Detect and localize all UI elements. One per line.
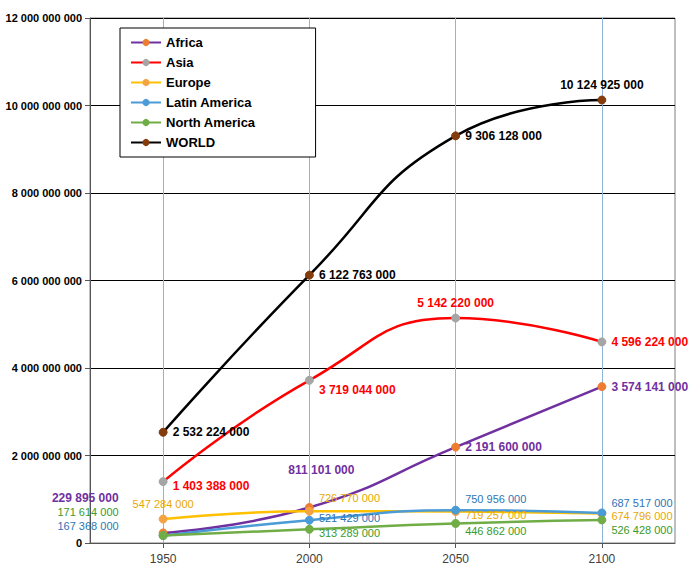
svg-text:674 796 000: 674 796 000: [611, 510, 672, 522]
svg-text:Africa: Africa: [166, 35, 204, 50]
svg-text:167 368 000: 167 368 000: [57, 520, 118, 532]
svg-text:2000: 2000: [296, 552, 323, 566]
svg-text:WORLD: WORLD: [166, 135, 215, 150]
svg-text:6 000 000 000: 6 000 000 000: [12, 275, 82, 287]
svg-text:719 257 000: 719 257 000: [465, 509, 526, 521]
svg-text:5 142 220 000: 5 142 220 000: [417, 296, 494, 310]
svg-text:4 000 000 000: 4 000 000 000: [12, 362, 82, 374]
svg-text:10 124 925 000: 10 124 925 000: [560, 78, 644, 92]
svg-text:547 284 000: 547 284 000: [133, 498, 194, 510]
svg-text:1 403 388 000: 1 403 388 000: [173, 479, 250, 493]
svg-text:Latin America: Latin America: [166, 95, 252, 110]
svg-text:9 306 128 000: 9 306 128 000: [465, 129, 542, 143]
svg-text:446 862 000: 446 862 000: [465, 525, 526, 537]
svg-text:North America: North America: [166, 115, 256, 130]
svg-text:Asia: Asia: [166, 55, 194, 70]
svg-text:750 956 000: 750 956 000: [465, 493, 526, 505]
svg-text:4 596 224 000: 4 596 224 000: [611, 335, 688, 349]
svg-text:313 289 000: 313 289 000: [319, 527, 380, 539]
svg-text:2 532 224 000: 2 532 224 000: [173, 425, 250, 439]
svg-text:2 191 600 000: 2 191 600 000: [465, 440, 542, 454]
svg-text:10 000 000 000: 10 000 000 000: [6, 100, 82, 112]
svg-text:3 574 141 000: 3 574 141 000: [611, 380, 688, 394]
svg-text:0: 0: [76, 537, 82, 549]
svg-text:171 614 000: 171 614 000: [57, 506, 118, 518]
svg-text:2100: 2100: [589, 552, 616, 566]
svg-text:3 719 044 000: 3 719 044 000: [319, 383, 396, 397]
svg-text:Europe: Europe: [166, 75, 211, 90]
svg-text:2050: 2050: [442, 552, 469, 566]
svg-text:811 101 000: 811 101 000: [288, 463, 354, 477]
svg-text:229 895 000: 229 895 000: [52, 491, 119, 505]
svg-text:12 000 000 000: 12 000 000 000: [6, 12, 82, 24]
svg-text:1950: 1950: [150, 552, 177, 566]
svg-text:526 428 000: 526 428 000: [611, 524, 672, 536]
svg-text:6 122 763 000: 6 122 763 000: [319, 268, 396, 282]
svg-text:2 000 000 000: 2 000 000 000: [12, 450, 82, 462]
svg-text:687 517 000: 687 517 000: [611, 497, 672, 509]
svg-text:521 429 000: 521 429 000: [319, 512, 380, 524]
svg-text:726 770 000: 726 770 000: [319, 492, 380, 504]
svg-text:8 000 000 000: 8 000 000 000: [12, 187, 82, 199]
